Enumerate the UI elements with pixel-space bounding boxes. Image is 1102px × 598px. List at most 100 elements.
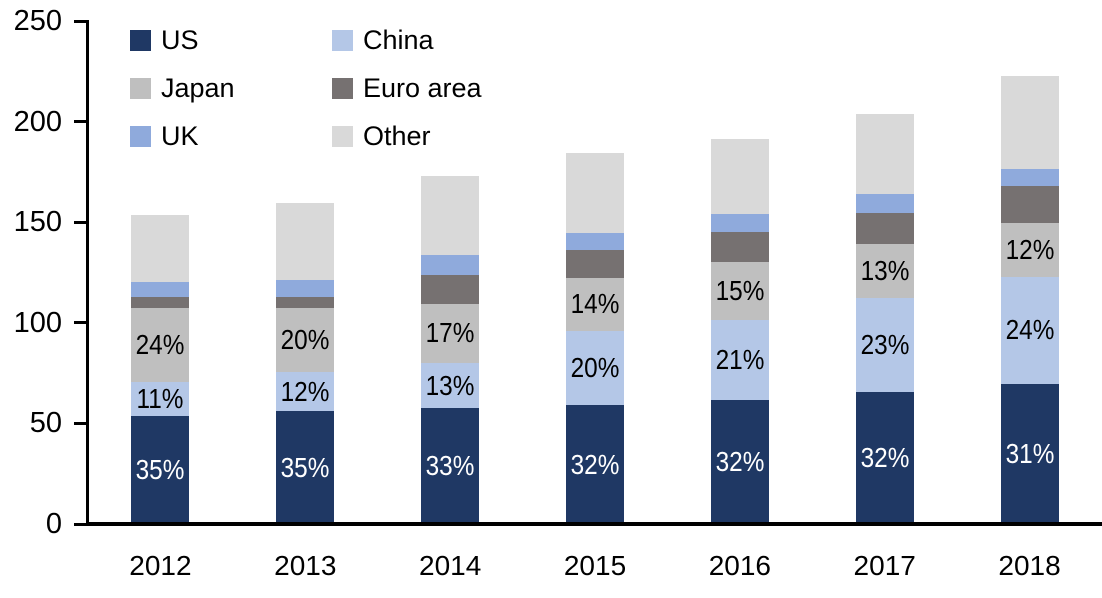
bar-segment-us-2014 [421,408,480,524]
legend-item-china: China [332,24,482,55]
bar-segment-japan-2017 [855,244,914,298]
legend-label-euro-area: Euro area [363,72,482,103]
legend-label-china: China [363,24,434,55]
x-axis-label-2013: 2013 [274,550,337,581]
bar-segment-japan-2013 [276,307,335,373]
legend-label-uk: UK [161,120,199,151]
bar-segment-euro-area-2018 [1000,185,1059,224]
bar-label-china-2017: 23% [860,328,910,360]
bar-label-china-2016: 21% [715,344,765,376]
bar-segment-japan-2012 [131,307,190,383]
legend-swatch-japan [130,77,151,99]
bar-segment-china-2016 [710,319,769,401]
legend-swatch-uk [130,125,151,147]
bar-label-japan-2015: 14% [570,288,620,320]
y-axis-tick [74,19,86,23]
bar-label-china-2014: 13% [425,369,475,401]
legend-swatch-china [332,29,353,51]
bar-segment-china-2014 [421,363,480,409]
bar-segment-other-2012 [131,215,190,282]
bar-label-us-2015: 32% [570,448,620,480]
legend-label-us: US [161,24,199,55]
bar-segment-china-2017 [855,297,914,393]
bar-label-china-2012: 11% [136,383,184,415]
bar-segment-china-2013 [276,372,335,412]
bar-segment-uk-2016 [710,214,769,233]
bar-segment-other-2014 [421,175,480,256]
y-axis-tick-label: 200 [13,105,62,138]
bar-segment-japan-2018 [1000,223,1059,277]
y-axis-tick-label: 0 [45,508,62,540]
bar-label-china-2018: 24% [1005,314,1054,346]
bar-segment-japan-2016 [710,262,769,320]
legend-item-euro-area: Euro area [332,72,482,103]
bar-segment-euro-area-2013 [276,296,335,308]
y-axis-tick [74,120,86,124]
bar-label-japan-2014: 17% [425,317,475,349]
bar-label-us-2012: 35% [136,454,185,486]
legend-swatch-us [130,29,151,51]
bar-segment-china-2015 [566,330,624,406]
bar-segment-euro-area-2015 [566,250,624,278]
legend-label-other: Other [363,120,431,151]
x-axis-label-2015: 2015 [563,550,627,581]
bar-segment-euro-area-2014 [421,274,480,304]
bar-label-japan-2017: 13% [860,254,910,286]
legend-swatch-euro-area [332,77,353,99]
x-axis-line [86,522,1102,526]
bar-label-japan-2016: 15% [715,275,765,307]
bar-segment-us-2015 [566,405,624,524]
bar-segment-uk-2015 [566,233,624,251]
bar-label-us-2017: 32% [860,442,910,474]
bar-segment-uk-2014 [421,255,480,275]
bar-label-us-2014: 33% [425,450,475,482]
legend-swatch-other [332,125,353,147]
bar-segment-other-2015 [566,152,624,234]
y-axis-tick-label: 250 [13,5,62,37]
bar-segment-us-2013 [276,411,335,524]
bar-segment-us-2018 [1000,384,1059,524]
bar-segment-china-2012 [131,382,190,417]
bar-segment-us-2012 [131,416,190,524]
x-axis-label-2016: 2016 [708,550,771,581]
bar-label-japan-2012: 24% [136,328,185,360]
bar-segment-euro-area-2016 [710,232,769,263]
y-axis-tick-label: 100 [13,306,62,339]
y-axis-tick [74,321,86,325]
bar-label-japan-2018: 12% [1005,233,1054,265]
y-axis-tick [74,421,86,425]
bar-label-us-2018: 31% [1005,438,1054,470]
bar-segment-other-2013 [276,203,335,280]
bar-segment-euro-area-2017 [855,213,914,245]
legend-item-other: Other [332,120,482,151]
bar-segment-other-2016 [710,138,769,215]
bar-segment-other-2017 [855,113,914,195]
x-axis-label-2012: 2012 [129,550,192,581]
bar-segment-china-2018 [1000,276,1059,385]
y-axis-line [86,20,89,526]
legend-item-japan: Japan [130,72,332,103]
y-axis-tick-label: 150 [13,206,62,239]
bar-label-japan-2013: 20% [280,323,330,355]
bar-label-us-2013: 35% [280,451,330,483]
y-axis-tick [74,220,86,224]
bar-segment-euro-area-2012 [131,296,190,308]
bar-label-us-2016: 32% [715,446,765,478]
bar-label-china-2013: 12% [280,375,330,407]
x-axis-label-2017: 2017 [853,550,916,581]
bar-segment-uk-2018 [1000,168,1059,186]
legend-label-japan: Japan [161,72,235,103]
bar-segment-us-2016 [710,400,769,524]
bar-label-china-2015: 20% [570,352,620,384]
bar-segment-uk-2013 [276,279,335,297]
y-axis-tick-label: 50 [29,407,62,440]
bar-segment-uk-2017 [855,194,914,214]
x-axis-label-2018: 2018 [998,550,1061,581]
bar-segment-us-2017 [855,392,914,524]
bar-segment-other-2018 [1000,76,1059,169]
legend: US China Japan Euro area UK Other [130,24,482,151]
legend-item-us: US [130,24,332,55]
y-axis-tick [74,522,86,526]
bar-segment-japan-2015 [566,277,624,331]
